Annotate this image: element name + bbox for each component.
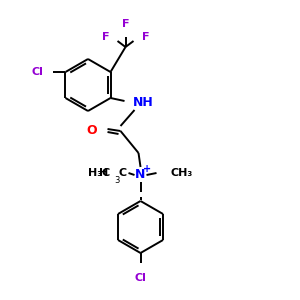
Text: +: + [143,164,152,174]
Text: NH: NH [133,97,153,110]
Text: CH₃: CH₃ [170,168,193,178]
Text: 3: 3 [115,176,120,185]
Text: Cl: Cl [32,67,44,77]
Text: O: O [86,124,97,136]
Text: H₃C: H₃C [88,168,110,178]
Text: C: C [118,168,127,178]
Text: F: F [102,32,110,42]
Text: N: N [135,169,146,182]
Text: Cl: Cl [135,273,146,283]
Text: F: F [122,19,129,29]
Text: F: F [142,32,149,42]
Text: H: H [99,168,109,178]
